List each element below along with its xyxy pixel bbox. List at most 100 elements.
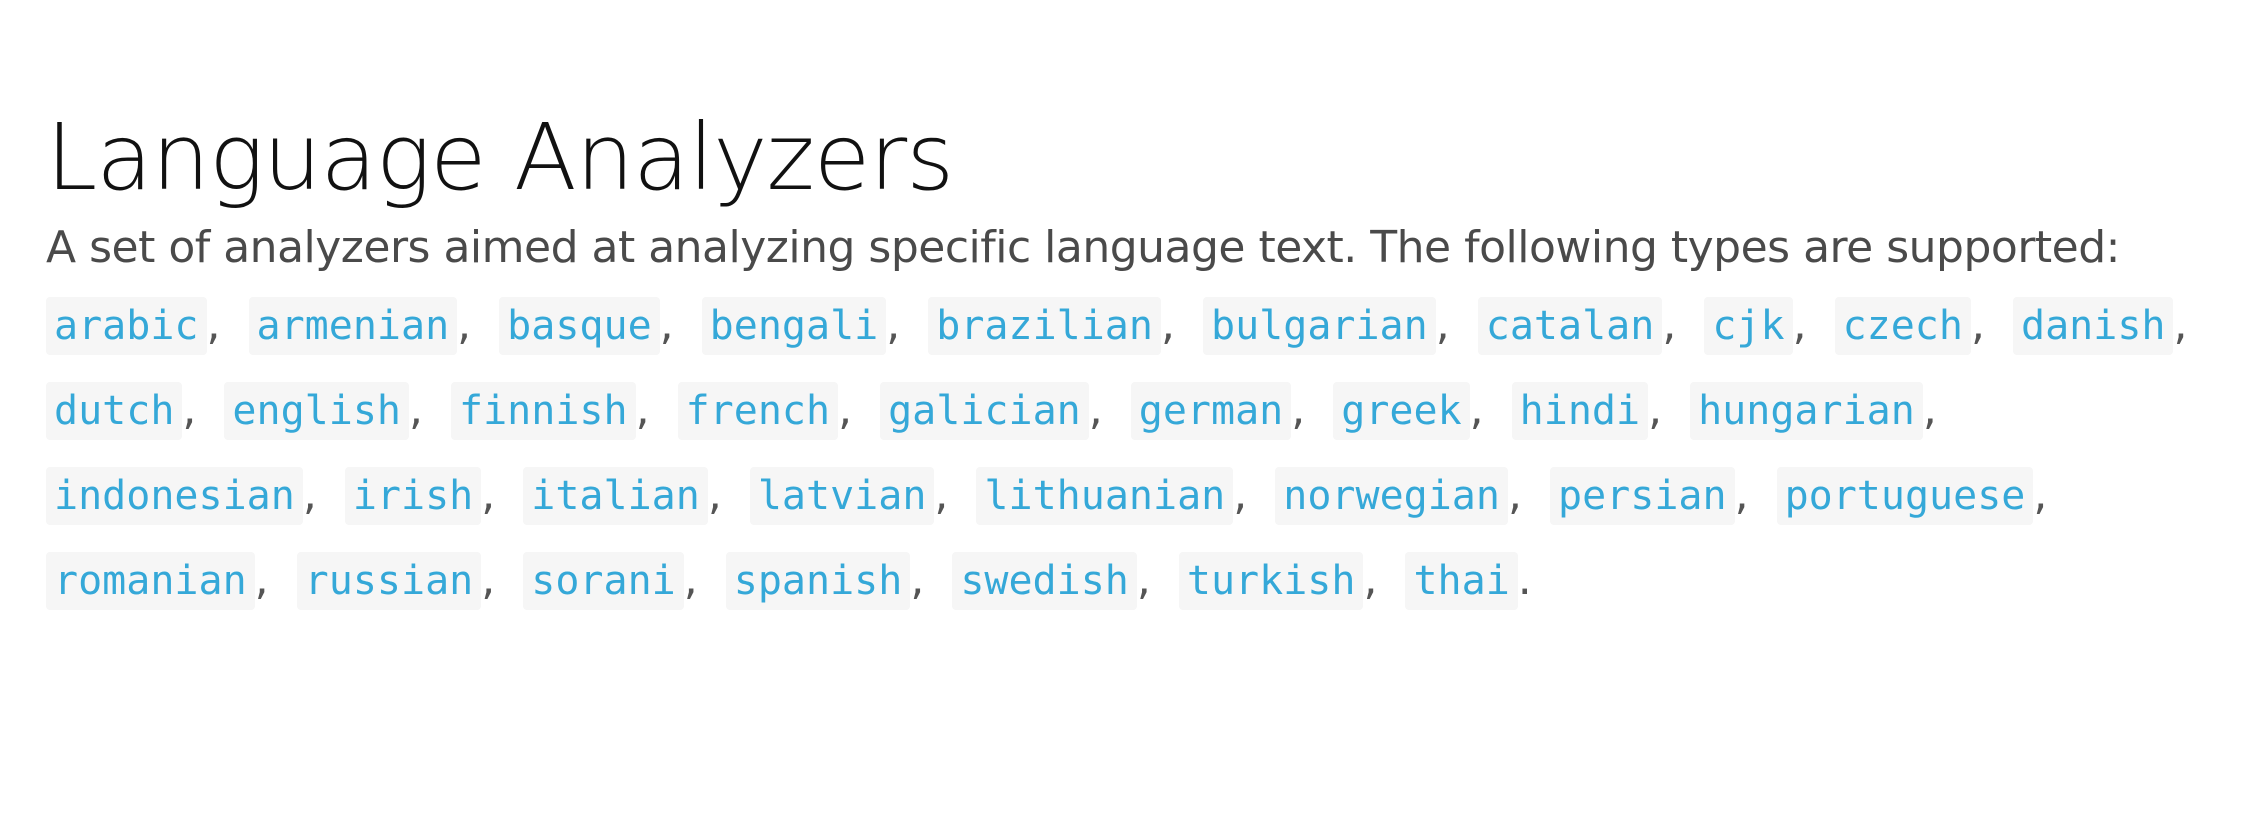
- language-item: thai.: [1405, 551, 1545, 610]
- separator: ,: [1970, 298, 1985, 350]
- language-code: swedish: [952, 551, 1137, 610]
- language-item: armenian,: [248, 296, 486, 355]
- language-list: arabic, armenian, basque, bengali, brazi…: [46, 283, 2236, 623]
- language-code: turkish: [1178, 551, 1364, 610]
- separator: ,: [886, 298, 901, 350]
- language-code: persian: [1549, 466, 1735, 525]
- language-item: romanian,: [46, 551, 283, 610]
- separator: ,: [254, 553, 269, 605]
- language-item: norwegian,: [1275, 466, 1536, 525]
- language-item: lithuanian,: [976, 466, 1261, 525]
- separator: ,: [1792, 298, 1807, 350]
- language-item: bulgarian,: [1202, 296, 1464, 355]
- page-title: Language Analyzers: [46, 104, 954, 211]
- separator: ,: [1088, 383, 1103, 435]
- language-code: basque: [499, 296, 660, 355]
- language-code: irish: [344, 466, 482, 525]
- language-item: turkish,: [1178, 551, 1392, 610]
- language-code: catalan: [1477, 296, 1663, 355]
- separator: ,: [1291, 383, 1306, 435]
- language-item: russian,: [296, 551, 510, 610]
- language-code: english: [224, 381, 409, 440]
- separator: ,: [2173, 298, 2188, 350]
- language-code: dutch: [46, 381, 183, 440]
- language-item: danish,: [2012, 296, 2202, 355]
- separator: ,: [481, 468, 496, 520]
- language-code: lithuanian: [976, 466, 1234, 525]
- language-item: brazilian,: [928, 296, 1189, 355]
- language-item: bengali,: [701, 296, 915, 355]
- separator: ,: [302, 468, 317, 520]
- language-item: indonesian,: [46, 466, 331, 525]
- language-code: bengali: [701, 296, 887, 355]
- separator: ,: [1662, 298, 1677, 350]
- separator: ,: [707, 468, 722, 520]
- language-item: dutch,: [46, 381, 210, 440]
- language-item: czech,: [1834, 296, 1999, 355]
- separator: ,: [1648, 383, 1663, 435]
- separator: ,: [1363, 553, 1378, 605]
- language-item: portuguese,: [1776, 466, 2062, 525]
- separator: ,: [457, 298, 472, 350]
- language-item: swedish,: [952, 551, 1165, 610]
- language-item: latvian,: [749, 466, 963, 525]
- separator: ,: [1734, 468, 1749, 520]
- language-item: arabic,: [46, 296, 235, 355]
- language-item: spanish,: [725, 551, 939, 610]
- separator: ,: [838, 383, 853, 435]
- language-code: bulgarian: [1202, 296, 1436, 355]
- language-code: finnish: [451, 381, 636, 440]
- separator: ,: [481, 553, 496, 605]
- language-item: cjk,: [1704, 296, 1820, 355]
- language-item: finnish,: [451, 381, 664, 440]
- separator: ,: [2033, 468, 2048, 520]
- language-item: persian,: [1549, 466, 1763, 525]
- language-code: cjk: [1704, 296, 1793, 355]
- language-code: armenian: [248, 296, 458, 355]
- language-code: thai: [1405, 551, 1518, 610]
- language-item: german,: [1130, 381, 1320, 440]
- language-code: galician: [880, 381, 1089, 440]
- separator: ,: [182, 383, 197, 435]
- language-item: italian,: [523, 466, 736, 525]
- language-code: portuguese: [1776, 466, 2034, 525]
- language-code: norwegian: [1275, 466, 1508, 525]
- page-description: A set of analyzers aimed at analyzing sp…: [46, 222, 2121, 273]
- separator: ,: [934, 468, 949, 520]
- separator: ,: [206, 298, 221, 350]
- language-code: russian: [296, 551, 482, 610]
- language-item: irish,: [344, 466, 509, 525]
- language-code: latvian: [749, 466, 935, 525]
- language-code: hindi: [1511, 381, 1649, 440]
- separator: ,: [1469, 383, 1484, 435]
- language-item: catalan,: [1477, 296, 1691, 355]
- separator: ,: [1136, 553, 1151, 605]
- separator: ,: [910, 553, 925, 605]
- language-code: greek: [1333, 381, 1470, 440]
- language-code: hungarian: [1690, 381, 1923, 440]
- language-code: french: [677, 381, 839, 440]
- language-item: basque,: [499, 296, 688, 355]
- separator: ,: [683, 553, 698, 605]
- separator: ,: [659, 298, 674, 350]
- language-code: italian: [523, 466, 708, 525]
- language-code: indonesian: [46, 466, 303, 525]
- language-item: english,: [224, 381, 437, 440]
- language-code: czech: [1834, 296, 1971, 355]
- separator: ,: [635, 383, 650, 435]
- language-code: spanish: [725, 551, 911, 610]
- language-code: danish: [2012, 296, 2174, 355]
- language-code: romanian: [46, 551, 255, 610]
- separator: ,: [409, 383, 423, 435]
- separator: .: [1517, 553, 1532, 605]
- separator: ,: [1160, 298, 1175, 350]
- language-code: arabic: [46, 296, 207, 355]
- language-code: brazilian: [928, 296, 1161, 355]
- separator: ,: [1435, 298, 1450, 350]
- language-item: hindi,: [1511, 381, 1676, 440]
- language-item: sorani,: [523, 551, 712, 610]
- language-code: sorani: [523, 551, 684, 610]
- separator: ,: [1922, 383, 1937, 435]
- separator: ,: [1507, 468, 1522, 520]
